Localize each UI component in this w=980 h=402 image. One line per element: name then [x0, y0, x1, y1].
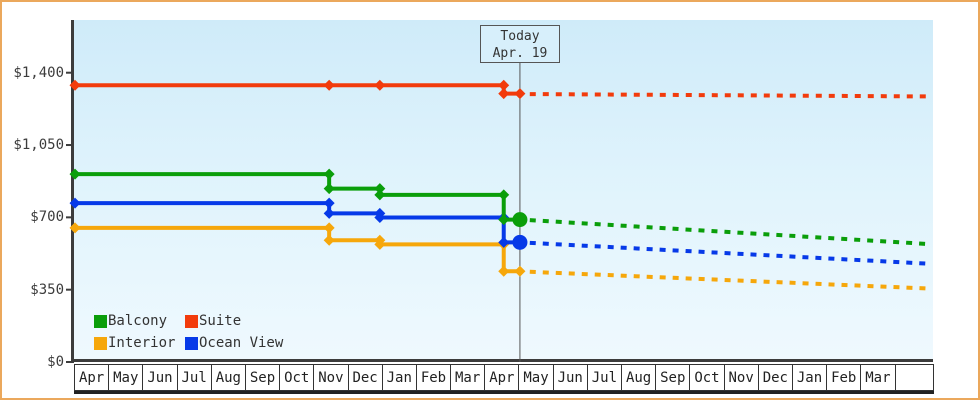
today-annotation: Today Apr. 19 [480, 25, 560, 63]
legend-label: Interior [108, 335, 176, 351]
legend-swatch-icon [185, 336, 198, 350]
month-cell-aug: Aug [621, 364, 657, 391]
month-cell-mar: Mar [860, 364, 896, 391]
legend-label: Balcony [108, 313, 168, 329]
legend-label: Ocean View [199, 335, 284, 351]
legend-swatch-icon [185, 314, 198, 328]
today-label: Today [500, 29, 540, 44]
legend-swatch-icon [94, 314, 107, 328]
x-axis-month-row: Apr May Jun Jul Aug Sep Oct Nov Dec Jan Feb Mar Apr M… [74, 364, 934, 394]
month-cell-dec: Dec [347, 364, 383, 391]
today-date: Apr. 19 [492, 46, 548, 61]
month-cell-apr: Apr [74, 364, 110, 391]
legend-entry-interior: Interior [94, 335, 185, 351]
legend-label: Suite [199, 313, 242, 329]
month-cell-mar: Mar [450, 364, 486, 391]
legend-entry-ocean-view: Ocean View [185, 335, 283, 351]
month-cell-feb: Feb [415, 364, 452, 391]
month-cell-feb: Feb [826, 364, 862, 391]
month-cell-oct: Oct [689, 364, 725, 391]
month-cell-nov: Nov [313, 364, 349, 391]
month-cell-jun: Jun [142, 364, 178, 391]
y-axis-tick-label: $0 [47, 354, 64, 370]
month-cell-apr: Apr [484, 364, 520, 391]
month-cell-aug: Aug [210, 364, 246, 391]
plot-area [71, 20, 933, 362]
month-cell-may: May [518, 364, 554, 391]
y-axis-tick-label: $1,050 [13, 137, 64, 154]
legend-swatch-icon [94, 336, 107, 350]
legend-entry-suite: Suite [185, 313, 283, 329]
month-cell-jan: Jan [381, 364, 417, 391]
month-cell-jan: Jan [791, 364, 828, 391]
y-axis-tick-label: $700 [30, 209, 64, 226]
month-cell-may: May [108, 364, 144, 391]
month-cell-jul: Jul [586, 364, 622, 391]
month-cell-empty-stub [894, 364, 934, 391]
y-axis-tick-label: $350 [30, 281, 64, 298]
y-axis-tick-label: $1,400 [13, 64, 64, 81]
month-cell-sep: Sep [655, 364, 691, 391]
month-cell-dec: Dec [757, 364, 793, 391]
month-cell-jun: Jun [552, 364, 588, 391]
month-cell-oct: Oct [279, 364, 315, 391]
month-cell-sep: Sep [244, 364, 281, 391]
legend-entry-balcony: Balcony [94, 313, 185, 329]
month-cell-nov: Nov [723, 364, 759, 391]
month-cell-jul: Jul [176, 364, 212, 391]
legend: Balcony Suite Interior Ocean View [94, 313, 283, 351]
